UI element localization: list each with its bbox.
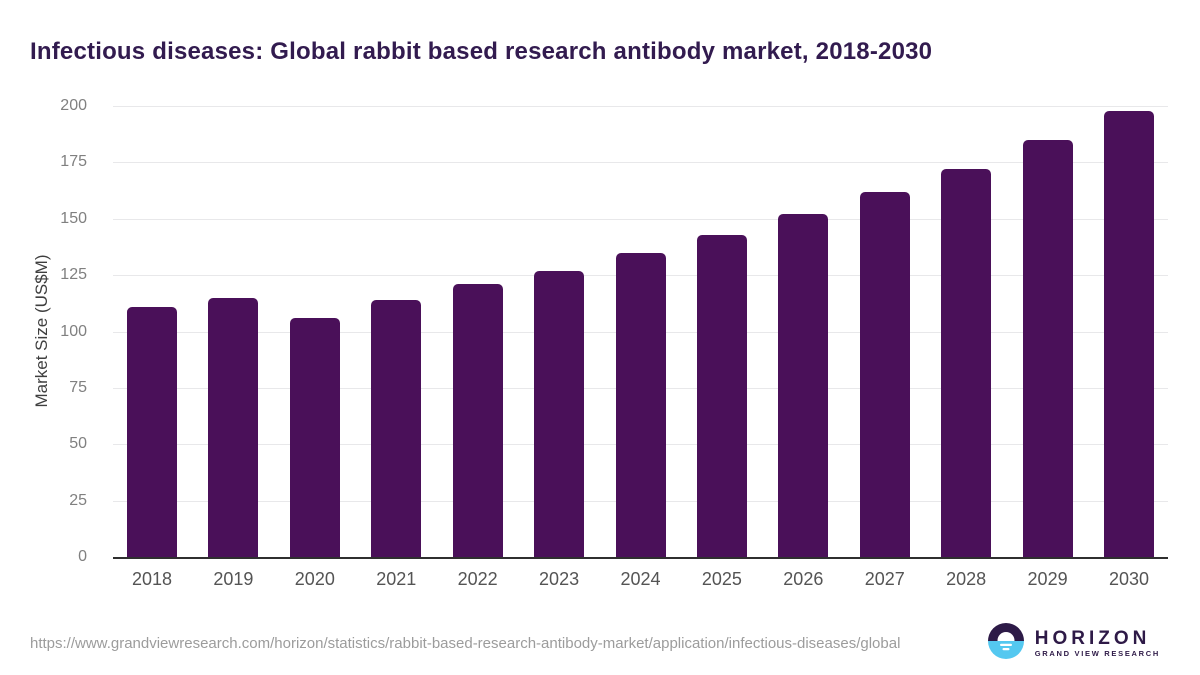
x-tick-label-2023: 2023 [539,569,580,589]
y-tick-label-0: 0 [78,548,87,565]
bar-2024 [615,252,666,557]
x-tick-label-2029: 2029 [1027,569,1068,589]
y-tick-label-75: 75 [69,378,87,396]
x-tick-label-2025: 2025 [701,569,742,589]
horizon-logo-icon [986,621,1026,666]
gridline-150 [113,218,1168,220]
bar-2029 [1022,139,1073,557]
bar-2018 [127,306,177,557]
source-url: https://www.grandviewresearch.com/horizo… [30,634,901,652]
x-tick-label-2027: 2027 [864,569,905,589]
y-tick-label-175: 175 [60,153,87,171]
bar-2030 [1104,110,1154,557]
gridline-175 [113,162,1168,164]
x-tick-label-2024: 2024 [620,569,661,589]
footer: https://www.grandviewresearch.com/horizo… [0,612,1200,675]
horizon-logo-text: HORIZON GRAND VIEW RESEARCH [1034,627,1160,659]
bar-2028 [941,169,992,557]
bar-chart: Market Size (US$M) 0 25 50 75 100 125 150 175 20… [0,88,1200,608]
y-tick-label-25: 25 [69,491,87,509]
horizon-logo: HORIZON GRAND VIEW RESEARCH [986,621,1160,666]
x-tick-label-2022: 2022 [457,569,498,589]
gridline-200 [113,106,1168,107]
bar-2022 [452,284,503,557]
bar-2019 [208,297,259,557]
x-axis-ticks: 2018 2019 2020 2021 2022 2023 2024 2025 2026 2027… [113,569,1168,599]
plot-area [113,106,1168,559]
bar-2023 [534,270,585,557]
bar-2026 [778,214,829,557]
x-tick-label-2028: 2028 [946,569,987,589]
y-axis-ticks: 0 25 50 75 100 125 150 175 200 [0,97,100,565]
x-tick-label-2018: 2018 [131,569,173,589]
page-title: Infectious diseases: Global rabbit based… [30,38,933,66]
y-tick-label-100: 100 [60,322,87,340]
y-tick-label-125: 125 [60,266,87,284]
y-tick-label-200: 200 [60,97,87,114]
logo-name: HORIZON [1034,627,1151,649]
logo-subtitle: GRAND VIEW RESEARCH [1034,648,1160,658]
x-tick-label-2021: 2021 [376,569,417,589]
x-tick-label-2019: 2019 [213,569,254,589]
x-tick-label-2030: 2030 [1108,569,1150,589]
x-tick-label-2020: 2020 [294,569,335,589]
bar-2025 [696,234,747,557]
x-tick-label-2026: 2026 [783,569,824,589]
y-tick-label-150: 150 [60,209,87,227]
bar-2020 [289,317,340,557]
y-tick-label-50: 50 [69,435,87,453]
bar-2021 [371,299,422,557]
bar-2027 [859,191,910,557]
